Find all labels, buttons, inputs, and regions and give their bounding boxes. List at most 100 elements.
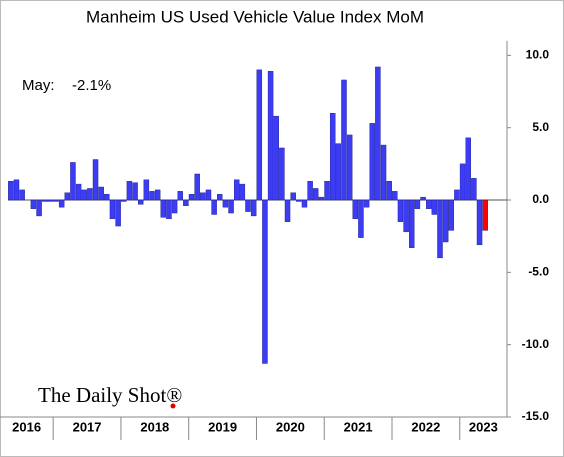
bar [329, 113, 336, 201]
bar [369, 123, 375, 201]
bar [273, 115, 279, 201]
annotation-label: May: [22, 77, 55, 94]
bar [454, 189, 460, 201]
bar [222, 199, 229, 208]
x-tick-label: 2017 [73, 419, 102, 434]
bar [19, 189, 25, 201]
bar [392, 191, 398, 201]
bar [313, 188, 319, 201]
bar [228, 199, 234, 214]
bar [36, 199, 42, 217]
bar [154, 189, 161, 201]
bar [98, 186, 104, 201]
bar [397, 199, 404, 222]
bar [256, 69, 263, 201]
bar [104, 194, 110, 201]
bar [290, 192, 296, 201]
y-tick-label: -15.0 [522, 409, 550, 423]
bar [307, 181, 313, 201]
bar [171, 199, 178, 214]
bar [149, 191, 155, 201]
bar [53, 199, 59, 202]
bar [352, 199, 359, 220]
bar [13, 179, 20, 201]
bar [471, 178, 477, 201]
bar [211, 199, 217, 215]
bar [431, 199, 438, 215]
logo-dot [170, 403, 176, 409]
bar [375, 66, 381, 201]
bar [442, 199, 449, 243]
bar [115, 199, 121, 227]
bar [121, 199, 127, 202]
bar [250, 199, 257, 217]
annotation-value: -2.1% [72, 77, 111, 94]
bar [183, 199, 189, 207]
x-tick-label: 2016 [12, 419, 41, 434]
x-tick-label: 2023 [469, 419, 498, 434]
bar [324, 181, 330, 201]
bar [166, 199, 172, 220]
bar [459, 163, 466, 201]
bar [335, 143, 342, 201]
bar [420, 196, 426, 201]
x-tick-label: 2021 [344, 419, 373, 434]
x-tick-label: 2020 [276, 419, 305, 434]
bar [465, 137, 471, 201]
bar [386, 181, 392, 201]
bar [177, 191, 183, 201]
bar [92, 159, 99, 201]
bar [233, 179, 240, 201]
chart-title: Manheim US Used Vehicle Value Index MoM [86, 7, 424, 26]
y-tick-label: -10.0 [522, 337, 550, 351]
bar [284, 199, 291, 222]
bar [64, 192, 71, 201]
bar [217, 194, 223, 201]
bar [296, 199, 302, 202]
bar [81, 189, 87, 201]
x-tick-label: 2022 [411, 419, 440, 434]
bar [194, 173, 200, 201]
bar [137, 199, 144, 205]
bar [143, 179, 150, 201]
bar [70, 162, 76, 201]
bar [341, 79, 347, 201]
bar [109, 199, 116, 220]
bar [267, 71, 274, 201]
y-tick-label: 0.0 [532, 192, 549, 206]
bar [409, 199, 415, 248]
bar [160, 199, 167, 218]
bar [346, 134, 353, 201]
bar [200, 192, 206, 201]
bar [41, 199, 48, 202]
x-tick-label: 2018 [140, 419, 169, 434]
y-tick-label: 5.0 [532, 120, 549, 134]
bar [425, 199, 432, 209]
bar [301, 199, 308, 208]
bar [437, 199, 443, 259]
bar [358, 199, 364, 238]
bar [58, 199, 65, 208]
logo: The Daily Shot® [38, 383, 182, 407]
bar [363, 199, 370, 208]
x-tick-label: 2019 [208, 419, 237, 434]
bar [482, 199, 488, 231]
bar [318, 196, 325, 201]
bar [47, 199, 54, 202]
bar [132, 182, 138, 201]
bar [239, 183, 246, 201]
bar [380, 144, 387, 201]
bar [75, 183, 82, 201]
bar [414, 199, 421, 209]
bar [448, 199, 455, 231]
bar [279, 147, 285, 201]
bar [8, 181, 14, 201]
bar [30, 199, 37, 209]
bar [403, 199, 409, 233]
y-tick-label: 10.0 [526, 48, 550, 62]
bar [245, 199, 251, 212]
bar [188, 194, 195, 201]
